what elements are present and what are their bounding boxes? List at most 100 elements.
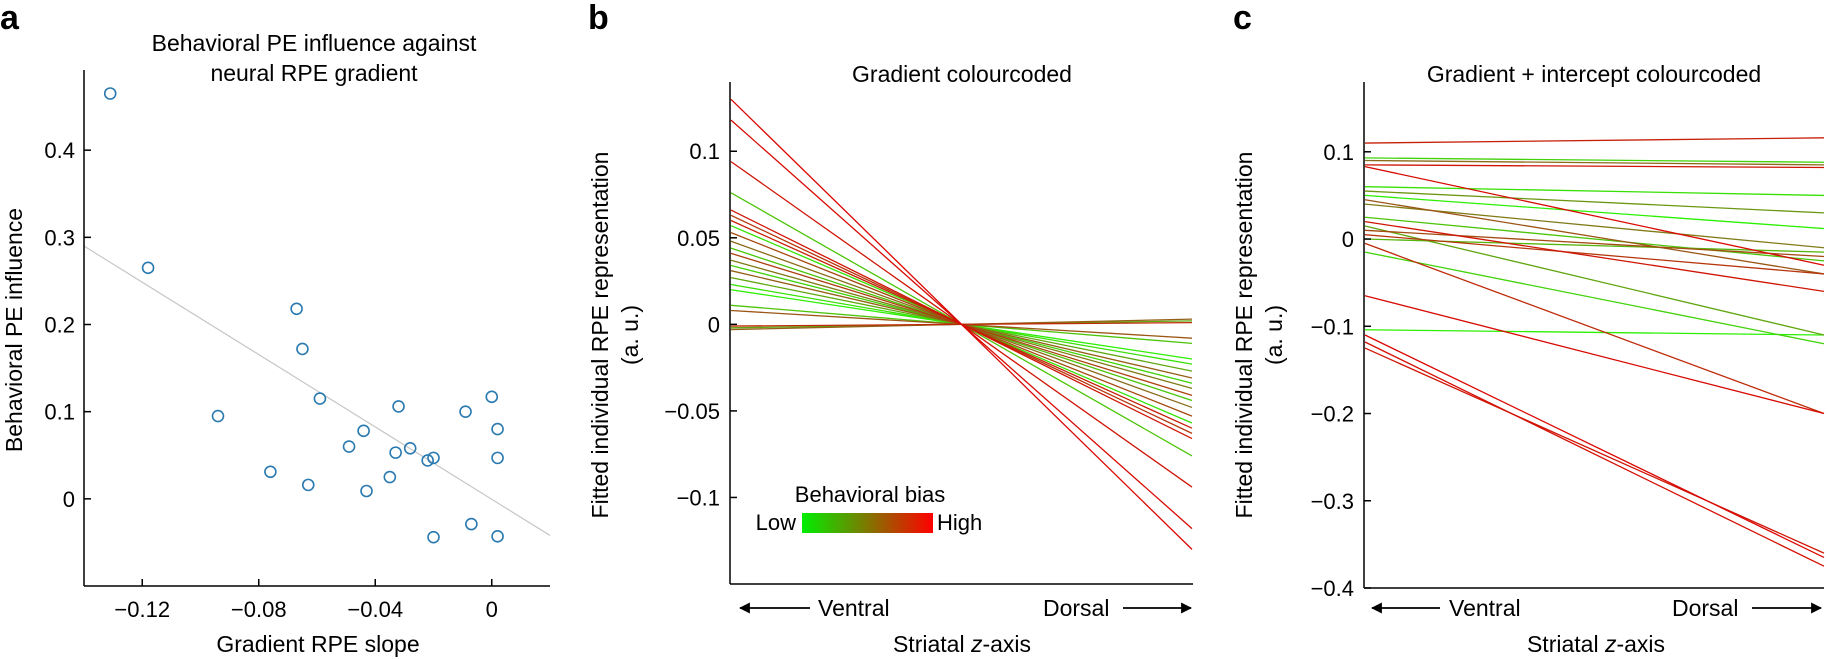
series-line xyxy=(1364,203,1825,249)
panel-c-dorsal-label: Dorsal xyxy=(1672,595,1738,621)
panel-b-y-label-line-1: Fitted individual RPE representation xyxy=(587,152,613,519)
series-line xyxy=(1364,225,1825,336)
scatter-point xyxy=(357,424,370,438)
series-line xyxy=(1364,347,1825,554)
scatter-point xyxy=(290,302,303,316)
x-tick-label: −0.12 xyxy=(114,597,170,622)
legend-high-label: High xyxy=(937,510,982,535)
panel-b-ventral-label: Ventral xyxy=(818,595,890,621)
y-tick-label: −0.05 xyxy=(664,399,720,424)
y-tick-label: 0.1 xyxy=(689,139,720,164)
panel-a-title-line-2: neural RPE gradient xyxy=(210,60,418,86)
scatter-point xyxy=(301,478,315,492)
series-line xyxy=(1364,220,1825,293)
panel-b: b Gradient colourcoded −0.1 −0.05 0 0.05 0.1… xyxy=(587,0,1193,657)
x-tick-label: −0.04 xyxy=(347,597,403,622)
panel-c-x-label-italic: z xyxy=(1604,631,1617,657)
panel-c-direction-arrows: Ventral Dorsal xyxy=(1370,595,1823,621)
panel-a-y-label: Behavioral PE influence xyxy=(1,208,27,452)
regression-line xyxy=(83,245,551,536)
scatter-point xyxy=(103,87,117,100)
series-line xyxy=(1364,164,1825,169)
series-line xyxy=(1364,334,1825,559)
legend-gradient-bar xyxy=(802,513,933,533)
scatter-point xyxy=(459,405,472,418)
legend-title: Behavioral bias xyxy=(795,482,945,507)
y-tick-label: 0 xyxy=(708,312,720,337)
panel-b-letter: b xyxy=(588,0,609,37)
scatter-point xyxy=(264,465,277,479)
scatter-point xyxy=(427,451,440,465)
scatter-point xyxy=(360,484,373,498)
panel-c: c Gradient + intercept colourcoded −0.4−… xyxy=(1231,0,1825,657)
y-tick-label: 0 xyxy=(63,487,75,512)
series-line xyxy=(1364,190,1825,214)
panel-b-x-label-end: -axis xyxy=(982,631,1031,657)
y-tick-label: 0 xyxy=(1342,227,1354,252)
y-tick-label: 0.1 xyxy=(1323,140,1354,165)
y-tick-label: −0.3 xyxy=(1311,489,1354,514)
panel-b-dorsal-label: Dorsal xyxy=(1043,595,1109,621)
scatter-point xyxy=(383,470,397,484)
series-line xyxy=(1364,165,1825,266)
x-tick-label: −0.08 xyxy=(231,597,287,622)
scatter-point xyxy=(491,451,504,465)
panel-b-x-label: Striatal z-axis xyxy=(893,631,1031,657)
panel-c-ventral-label: Ventral xyxy=(1449,595,1521,621)
scatter-point xyxy=(296,342,309,356)
series-line xyxy=(730,98,1193,550)
series-line xyxy=(1364,137,1825,144)
panel-a-letter: a xyxy=(0,0,20,37)
y-tick-label: 0.1 xyxy=(44,400,75,425)
series-line xyxy=(1364,157,1825,163)
panel-c-x-label: Striatal z-axis xyxy=(1527,631,1665,657)
series-line xyxy=(1364,234,1825,275)
series-line xyxy=(1364,295,1825,415)
series-line xyxy=(1364,229,1825,258)
scatter-point xyxy=(313,392,327,405)
panel-a-x-label: Gradient RPE slope xyxy=(216,631,419,657)
panel-c-letter: c xyxy=(1233,0,1252,37)
series-line xyxy=(1364,251,1825,345)
panel-b-direction-arrows: Ventral Dorsal xyxy=(738,595,1193,621)
series-line xyxy=(1364,194,1825,230)
series-line xyxy=(1364,242,1825,415)
panel-c-y-label-line-2: (a. u.) xyxy=(1261,305,1287,365)
series-line xyxy=(1364,186,1825,197)
panel-b-title: Gradient colourcoded xyxy=(852,61,1072,87)
series-line xyxy=(1364,216,1825,262)
panel-a-plot-area xyxy=(83,87,551,544)
legend-low-label: Low xyxy=(756,510,796,535)
panel-c-ticks: −0.4 −0.3 −0.2 −0.1 0 0.1 xyxy=(1311,140,1371,601)
scatter-point xyxy=(403,441,417,455)
panel-b-x-label-start: Striatal xyxy=(893,631,971,657)
scatter-point xyxy=(342,440,356,453)
scatter-point xyxy=(392,400,405,413)
panel-a-ticks: −0.12 −0.08 −0.04 0 0 0.1 0.2 0.3 0.4 xyxy=(44,138,497,622)
series-line xyxy=(1364,159,1825,166)
y-tick-label: 0.4 xyxy=(44,138,75,163)
panel-b-x-label-italic: z xyxy=(970,631,983,657)
panel-c-title: Gradient + intercept colourcoded xyxy=(1427,61,1761,87)
series-line xyxy=(1364,341,1825,567)
scatter-point xyxy=(491,422,504,436)
x-tick-label: 0 xyxy=(486,597,498,622)
scatter-point xyxy=(141,261,155,275)
y-tick-label: 0.05 xyxy=(677,226,720,251)
scatter-point xyxy=(427,530,440,544)
y-tick-label: −0.1 xyxy=(677,485,720,510)
series-line xyxy=(1364,199,1825,275)
panel-c-x-label-end: -axis xyxy=(1616,631,1665,657)
panel-b-ticks: −0.1 −0.05 0 0.05 0.1 xyxy=(664,139,737,510)
scatter-point xyxy=(389,446,402,459)
scatter-point xyxy=(211,409,225,423)
y-tick-label: −0.2 xyxy=(1311,402,1354,427)
panel-c-y-label-line-1: Fitted individual RPE representation xyxy=(1231,152,1257,519)
panel-b-plot-area xyxy=(730,98,1193,550)
panel-c-x-label-start: Striatal xyxy=(1527,631,1605,657)
panel-b-y-label-line-2: (a. u.) xyxy=(617,305,643,365)
scatter-point xyxy=(491,530,504,543)
panel-a: a Behavioral PE influence against neural… xyxy=(0,0,551,657)
scatter-point xyxy=(465,517,478,531)
